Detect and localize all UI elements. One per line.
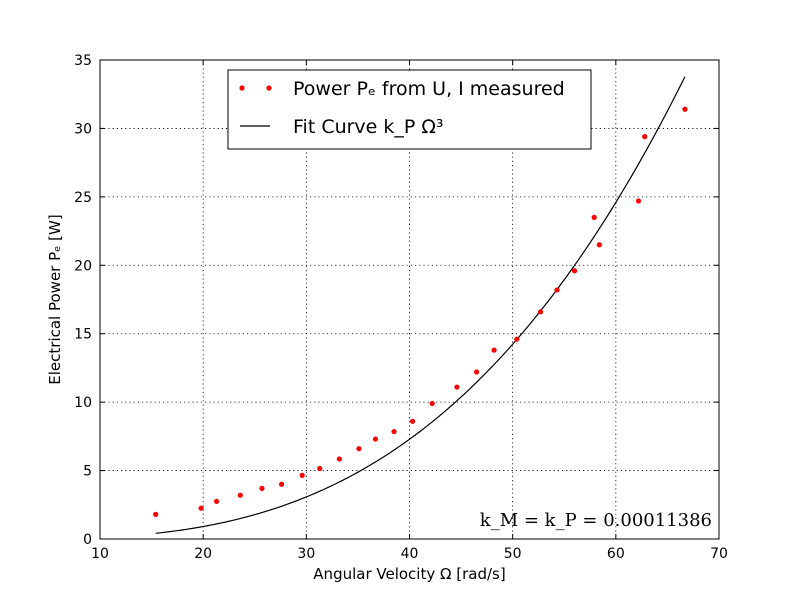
data-point bbox=[635, 198, 642, 204]
data-point bbox=[237, 492, 243, 498]
y-axis-label: Electrical Power Pₑ [W] bbox=[46, 214, 64, 384]
data-point bbox=[429, 400, 435, 407]
data-point bbox=[591, 214, 597, 220]
x-axis-label: Angular Velocity Ω [rad/s] bbox=[313, 565, 505, 583]
data-point bbox=[153, 511, 159, 517]
data-point bbox=[372, 436, 379, 442]
annotation-constant: k_M = k_P = 0.00011386 bbox=[480, 510, 712, 531]
y-tick-label: 35 bbox=[74, 53, 92, 69]
y-tick-label: 20 bbox=[74, 258, 92, 274]
data-point bbox=[356, 446, 362, 452]
x-tick-label: 60 bbox=[607, 546, 625, 562]
y-tick-label: 25 bbox=[74, 190, 92, 206]
data-point bbox=[213, 498, 220, 504]
y-tick-label: 5 bbox=[83, 464, 92, 480]
legend-label-measured: Power Pₑ from U, I measured bbox=[293, 78, 565, 100]
data-point bbox=[571, 268, 578, 274]
x-tick-label: 30 bbox=[297, 546, 315, 562]
data-point bbox=[682, 106, 688, 112]
data-point bbox=[554, 287, 560, 293]
x-tick-label: 50 bbox=[504, 546, 522, 562]
data-point bbox=[537, 309, 544, 315]
data-point bbox=[336, 456, 342, 462]
data-point bbox=[391, 428, 397, 435]
legend-box bbox=[227, 69, 592, 150]
data-point bbox=[278, 481, 285, 487]
y-tick-label: 30 bbox=[74, 121, 92, 137]
data-point bbox=[409, 418, 416, 424]
data-point bbox=[259, 485, 265, 491]
legend-marker-dot bbox=[239, 85, 245, 91]
data-point bbox=[491, 347, 497, 353]
y-tick-label: 0 bbox=[83, 532, 92, 548]
data-point bbox=[596, 242, 602, 248]
ticks: 10 20 30 40 50 60 70 0 5 10 15 20 25 30 35 bbox=[74, 53, 728, 562]
x-tick-label: 70 bbox=[710, 546, 728, 562]
data-points bbox=[153, 106, 688, 517]
x-tick-label: 40 bbox=[401, 546, 419, 562]
legend-label-fit: Fit Curve k_P Ω³ bbox=[293, 116, 444, 138]
data-point bbox=[299, 472, 305, 478]
data-point bbox=[473, 369, 480, 375]
data-point bbox=[514, 336, 520, 342]
data-point bbox=[317, 465, 323, 472]
legend-marker-dot bbox=[266, 85, 272, 91]
data-point bbox=[198, 505, 204, 511]
y-tick-label: 15 bbox=[74, 327, 92, 343]
legend: Power Pₑ from U, I measured Fit Curve k_… bbox=[227, 69, 592, 150]
x-tick-label: 10 bbox=[91, 546, 109, 562]
data-point bbox=[454, 384, 460, 390]
fit-curve-layer bbox=[155, 76, 686, 534]
data-point bbox=[642, 134, 648, 140]
y-tick-label: 10 bbox=[74, 395, 92, 411]
x-tick-label: 20 bbox=[194, 546, 212, 562]
fit-curve bbox=[155, 76, 686, 534]
